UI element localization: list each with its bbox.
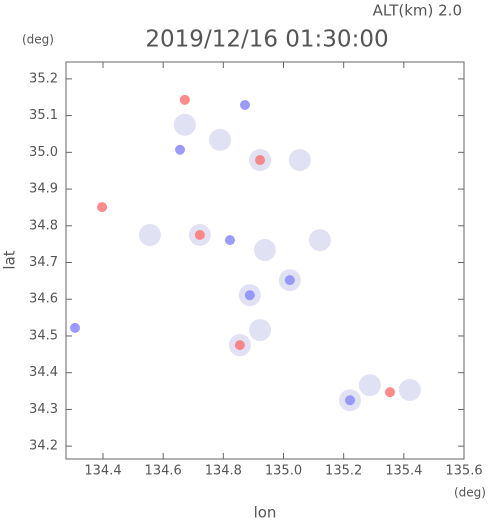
echo-point [288,149,311,172]
echo-point [173,113,196,136]
chart-subtitle: 2019/12/16 01:30:00 [145,27,388,53]
echo-point [138,223,161,246]
echo-point [179,94,190,105]
echo-point [175,144,186,155]
echo-point [284,275,295,286]
y-tick-label: 35.1 [29,108,58,123]
echo-point [194,229,205,240]
y-tick-label: 34.7 [29,255,58,270]
y-tick-label: 34.6 [29,292,58,307]
y-tick-label: 34.9 [29,182,58,197]
echo-point [224,235,235,246]
echo-point [249,319,272,342]
x-tick-label: 135.0 [265,464,302,479]
echo-point [234,340,245,351]
x-tick-label: 134.6 [145,464,182,479]
x-unit: (deg) [454,486,486,500]
echo-point [255,155,266,166]
echo-point [398,378,421,401]
x-axis-label: lon [254,504,277,521]
x-tick-label: 134.8 [205,464,242,479]
echo-point [244,290,255,301]
echo-point [70,322,81,333]
y-tick-label: 34.3 [29,402,58,417]
echo-point [358,374,381,397]
echo-point [239,99,250,110]
plot-frame [65,61,465,460]
y-tick-label: 35.2 [29,71,58,86]
x-tick-label: 135.4 [385,464,422,479]
y-axis-label: lat [1,250,19,269]
x-tick-label: 135.2 [325,464,362,479]
echo-point [253,239,276,262]
x-tick-label: 134.4 [84,464,121,479]
echo-point [209,128,232,151]
echo-point [344,395,355,406]
y-unit: (deg) [22,33,54,47]
y-tick-label: 34.4 [29,365,58,380]
y-tick-label: 34.8 [29,218,58,233]
echo-point [97,202,108,213]
y-tick-label: 34.5 [29,328,58,343]
y-tick-label: 35.0 [29,145,58,160]
echo-point [308,229,331,252]
y-tick-label: 34.2 [29,439,58,454]
chart-title: ALT(km) 2.0 [373,2,462,20]
x-tick-label: 135.6 [445,464,482,479]
echo-point [384,387,395,398]
